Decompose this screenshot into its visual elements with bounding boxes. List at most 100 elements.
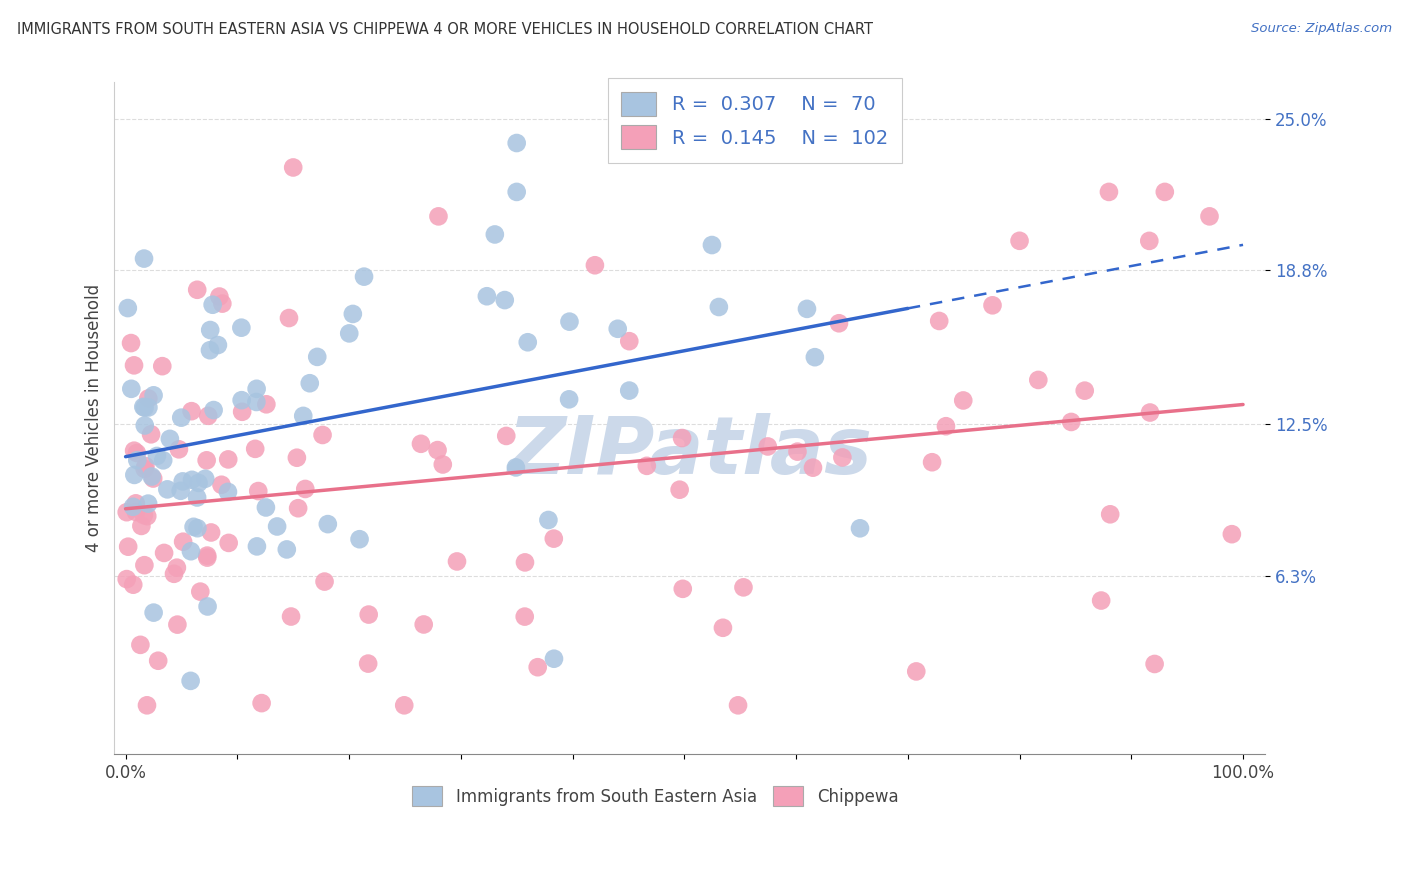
Point xyxy=(122,500,145,514)
Point xyxy=(516,335,538,350)
Point xyxy=(292,409,315,423)
Point xyxy=(125,496,148,510)
Point xyxy=(905,665,928,679)
Point xyxy=(1139,405,1161,419)
Point xyxy=(727,698,749,713)
Point xyxy=(134,558,156,573)
Point xyxy=(314,574,336,589)
Point xyxy=(136,509,159,524)
Point xyxy=(136,497,159,511)
Point xyxy=(195,550,218,565)
Point xyxy=(619,334,641,348)
Point xyxy=(129,638,152,652)
Point xyxy=(558,315,581,329)
Point xyxy=(672,582,695,596)
Point xyxy=(537,513,560,527)
Point xyxy=(208,289,231,303)
Point xyxy=(142,388,165,402)
Point xyxy=(127,453,149,467)
Point xyxy=(132,508,155,522)
Text: Source: ZipAtlas.com: Source: ZipAtlas.com xyxy=(1251,22,1392,36)
Point xyxy=(298,376,321,391)
Point xyxy=(711,621,734,635)
Point xyxy=(254,397,277,411)
Point xyxy=(952,393,974,408)
Point xyxy=(1143,657,1166,671)
Point xyxy=(1098,185,1121,199)
Point xyxy=(409,437,432,451)
Point xyxy=(505,460,527,475)
Point xyxy=(142,471,165,485)
Point xyxy=(180,404,202,418)
Point xyxy=(558,392,581,407)
Point xyxy=(311,428,333,442)
Point xyxy=(138,392,160,406)
Point xyxy=(357,657,380,671)
Point xyxy=(141,469,163,483)
Point xyxy=(1099,508,1122,522)
Point xyxy=(494,293,516,307)
Point xyxy=(153,546,176,560)
Point xyxy=(125,446,148,460)
Point xyxy=(186,521,208,535)
Point xyxy=(156,483,179,497)
Point xyxy=(138,401,160,415)
Point xyxy=(172,534,194,549)
Point xyxy=(134,459,156,474)
Point xyxy=(606,322,628,336)
Point xyxy=(756,440,779,454)
Point xyxy=(134,462,156,476)
Point xyxy=(132,252,155,266)
Point xyxy=(136,698,159,713)
Point xyxy=(619,384,641,398)
Point xyxy=(198,343,221,358)
Point xyxy=(231,405,253,419)
Point xyxy=(132,400,155,414)
Point xyxy=(148,654,170,668)
Point xyxy=(122,359,145,373)
Point xyxy=(828,316,851,330)
Point xyxy=(197,409,219,423)
Point xyxy=(131,519,153,533)
Point xyxy=(1026,373,1049,387)
Point xyxy=(180,544,202,558)
Point xyxy=(134,418,156,433)
Point xyxy=(921,455,943,469)
Point xyxy=(981,298,1004,312)
Point xyxy=(201,298,224,312)
Point xyxy=(186,283,208,297)
Point xyxy=(276,542,298,557)
Point xyxy=(231,320,253,334)
Point xyxy=(117,540,139,554)
Point xyxy=(194,472,217,486)
Point xyxy=(928,314,950,328)
Point xyxy=(115,505,138,519)
Point xyxy=(195,549,218,563)
Point xyxy=(217,484,239,499)
Point xyxy=(337,326,360,341)
Point xyxy=(245,395,267,409)
Legend: Immigrants from South Eastern Asia, Chippewa: Immigrants from South Eastern Asia, Chip… xyxy=(406,780,905,814)
Point xyxy=(150,359,173,373)
Point xyxy=(254,500,277,515)
Point xyxy=(218,536,240,550)
Point xyxy=(283,161,305,175)
Point xyxy=(394,698,416,713)
Point xyxy=(170,410,193,425)
Point xyxy=(513,555,536,569)
Point xyxy=(186,491,208,505)
Text: ZIPatlas: ZIPatlas xyxy=(508,413,872,491)
Point xyxy=(786,444,808,458)
Point xyxy=(167,442,190,457)
Point xyxy=(1153,185,1175,199)
Point xyxy=(250,696,273,710)
Point xyxy=(505,136,527,150)
Point xyxy=(166,617,188,632)
Point xyxy=(245,442,267,456)
Point xyxy=(181,473,204,487)
Point xyxy=(357,607,380,622)
Point xyxy=(427,210,450,224)
Point xyxy=(180,673,202,688)
Point xyxy=(294,482,316,496)
Point xyxy=(287,501,309,516)
